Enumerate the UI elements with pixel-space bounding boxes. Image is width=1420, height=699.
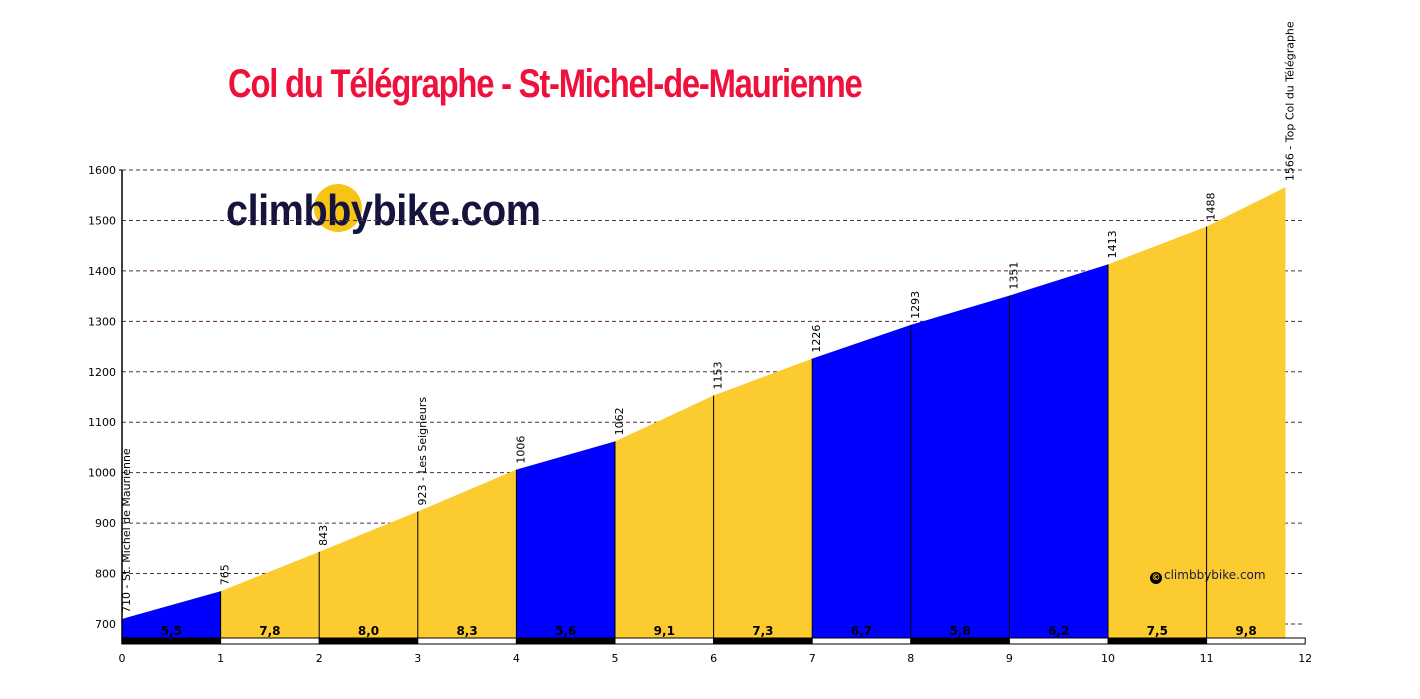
y-axis-tick-labels: 700 800 900 1000 1100 1200 1300 1400 1500 1600 [88, 164, 116, 631]
brand-logo-icon [314, 184, 362, 232]
watermark-text: climbbybike.com [1164, 568, 1266, 582]
y-tick-label: 1200 [88, 366, 116, 379]
km-strip-cell [811, 637, 912, 645]
segment-area [1009, 264, 1108, 638]
watermark: © climbbybike.com [1150, 568, 1266, 584]
elevation-label: 1062 [613, 407, 626, 435]
elevation-label: 843 [317, 525, 330, 546]
elevation-label: 1153 [712, 361, 725, 389]
km-strip-cell [713, 637, 813, 645]
x-tick-label: 2 [316, 652, 323, 665]
gradient-label: 5,6 [555, 624, 576, 638]
km-strip [121, 637, 1306, 645]
x-tick-label: 5 [612, 652, 619, 665]
elevation-label: 1006 [514, 436, 527, 464]
elevation-label: 1413 [1106, 230, 1119, 258]
gradient-label: 8,3 [456, 624, 477, 638]
gradient-label: 6,2 [1048, 624, 1069, 638]
km-strip-cell [614, 637, 715, 645]
elevation-label: 1488 [1205, 192, 1218, 220]
km-strip-cell [1008, 637, 1109, 645]
gradient-label: 7,8 [259, 624, 280, 638]
km-strip-cell [1107, 637, 1208, 645]
x-tick-label: 3 [414, 652, 421, 665]
gradient-label: 9,8 [1235, 624, 1256, 638]
elevation-label: 710 - St. Michel de Maurienne [120, 448, 133, 613]
segment-area [516, 441, 615, 638]
gradient-label: 5,5 [161, 624, 182, 638]
x-tick-label: 8 [907, 652, 914, 665]
y-tick-label: 700 [95, 618, 116, 631]
elevation-label: 1226 [810, 325, 823, 353]
km-strip-cell [1206, 637, 1306, 645]
brand-name: climbbybike.com [226, 186, 541, 235]
chart-title: Col du Télégraphe - St-Michel-de-Maurien… [228, 62, 863, 106]
x-axis-tick-labels: 0 1 2 3 4 5 6 7 8 9 10 11 12 [119, 652, 1313, 665]
elevation-label: 923 - Les Seigneurs [416, 397, 429, 506]
km-strip-cell [910, 637, 1010, 645]
gradient-labels: 5,5 7,8 8,0 8,3 5,6 9,1 7,3 6,7 5,8 6,2 7,5 9,8 [161, 624, 1257, 638]
elevation-label: 1293 [909, 291, 922, 319]
y-tick-label: 800 [95, 568, 116, 581]
segment-area [220, 551, 320, 638]
x-tick-label: 0 [119, 652, 126, 665]
gradient-label: 7,5 [1147, 624, 1168, 638]
x-tick-label: 9 [1006, 652, 1013, 665]
gradient-label: 8,0 [358, 624, 379, 638]
segment-areas [122, 187, 1286, 638]
segment-area [615, 395, 714, 638]
y-tick-label: 1400 [88, 265, 116, 278]
km-strip-cell [417, 637, 517, 645]
gradient-label: 5,8 [949, 624, 970, 638]
gradient-label: 7,3 [752, 624, 773, 638]
x-tick-label: 10 [1101, 652, 1115, 665]
x-tick-label: 11 [1200, 652, 1214, 665]
elevation-labels: 710 - St. Michel de Maurienne 765 843 923 -… [120, 21, 1296, 613]
copyright-icon: © [1150, 572, 1162, 584]
x-tick-label: 1 [217, 652, 224, 665]
y-tick-label: 1100 [88, 416, 116, 429]
elevation-label: 1351 [1007, 262, 1020, 290]
x-tick-label: 4 [513, 652, 520, 665]
km-strip-cell [318, 637, 419, 645]
km-strip-cell [121, 637, 222, 645]
segment-area [122, 591, 221, 638]
y-tick-label: 1600 [88, 164, 116, 177]
axes [119, 169, 123, 644]
x-tick-label: 6 [710, 652, 717, 665]
segment-area [1206, 187, 1286, 638]
km-strip-cell [515, 637, 616, 645]
segment-area [319, 511, 418, 638]
segment-dividers [220, 226, 1208, 638]
elevation-label: 1566 - Top Col du Télégraphe [1283, 21, 1296, 181]
y-tick-label: 1000 [88, 467, 116, 480]
elevation-label: 765 [219, 564, 232, 585]
segment-area [417, 469, 517, 638]
y-tick-label: 1500 [88, 214, 116, 227]
gradient-label: 9,1 [654, 624, 675, 638]
gradient-label: 6,7 [851, 624, 872, 638]
x-tick-label: 12 [1298, 652, 1312, 665]
km-strip-cell [220, 637, 320, 645]
segment-area [812, 324, 911, 638]
segment-area [1108, 226, 1207, 638]
x-tick-label: 7 [809, 652, 816, 665]
segment-area [910, 295, 1010, 638]
y-tick-label: 1300 [88, 315, 116, 328]
y-tick-label: 900 [95, 517, 116, 530]
segment-area [713, 358, 813, 638]
